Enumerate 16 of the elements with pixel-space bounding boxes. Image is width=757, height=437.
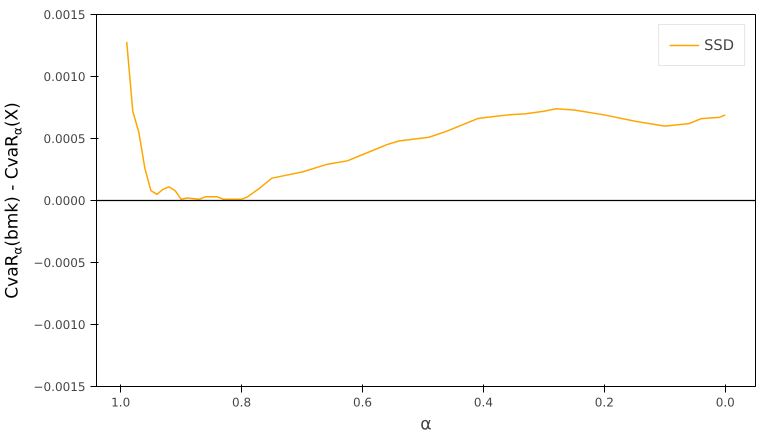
x-tick-label: 0.4 [474, 396, 493, 410]
y-tick-label: 0.0000 [44, 194, 86, 208]
x-axis-title: α [420, 414, 432, 434]
x-tick-label: 0.6 [352, 396, 372, 410]
y-tick-label: 0.0015 [44, 8, 86, 22]
y-tick-label: 0.0010 [44, 70, 86, 84]
y-axis-title: CvaRα(bmk) - CvaRα(X) [2, 102, 24, 299]
x-tick-label: 0.0 [716, 396, 735, 410]
y-tick-label: −0.0015 [33, 380, 86, 394]
x-tick-label: 0.8 [232, 396, 252, 410]
x-tick-label: 1.0 [111, 396, 130, 410]
x-tick-label: 0.2 [594, 396, 614, 410]
y-tick-label: −0.0010 [33, 318, 86, 332]
legend-label: SSD [704, 36, 734, 54]
y-tick-label: 0.0005 [44, 132, 86, 146]
y-tick-label: −0.0005 [33, 256, 86, 270]
